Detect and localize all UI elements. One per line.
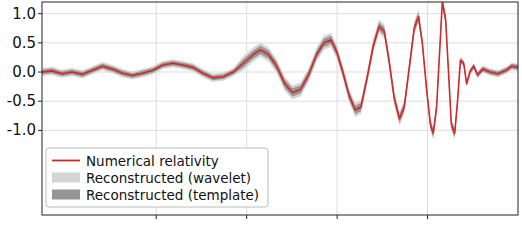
y-tick <box>38 72 42 73</box>
chart: -1.0-0.50.00.51.0Numerical relativityRec… <box>0 0 522 229</box>
x-tick <box>337 215 338 219</box>
grid <box>42 2 518 215</box>
legend-box <box>46 148 268 207</box>
y-grid-line <box>42 101 518 102</box>
x-tick <box>156 215 157 219</box>
x-tick <box>246 215 247 219</box>
plot-background <box>42 2 518 215</box>
legend-swatch <box>52 160 80 162</box>
y-tick <box>38 130 42 131</box>
axes: -1.0 -0.5 0.0 0.5 1.0 <box>7 5 428 219</box>
y-tick-label: -1.0 <box>7 121 36 139</box>
y-tick <box>38 101 42 102</box>
frame <box>42 2 518 215</box>
y-tick <box>38 13 42 14</box>
band <box>42 2 518 137</box>
legend-label: Numerical relativity <box>86 153 219 169</box>
legend-label: Reconstructed (wavelet) <box>86 170 251 186</box>
y-grid-line <box>42 130 518 131</box>
y-tick <box>38 42 42 43</box>
band <box>42 2 518 139</box>
legend-swatch <box>52 190 80 200</box>
legend: Numerical relativityReconstructed (wavel… <box>46 148 268 207</box>
x-tick <box>427 215 428 219</box>
y-tick-label: -0.5 <box>7 92 36 110</box>
y-grid-line <box>42 13 518 14</box>
legend-swatch <box>52 173 80 183</box>
legend-label: Reconstructed (template) <box>86 187 259 203</box>
plot-area <box>42 2 518 139</box>
y-tick-label: 0.5 <box>12 34 36 52</box>
x-grid-line <box>337 2 338 215</box>
y-tick-label: 0.0 <box>12 63 36 81</box>
y-tick-label: 1.0 <box>12 5 36 23</box>
line <box>42 2 518 133</box>
